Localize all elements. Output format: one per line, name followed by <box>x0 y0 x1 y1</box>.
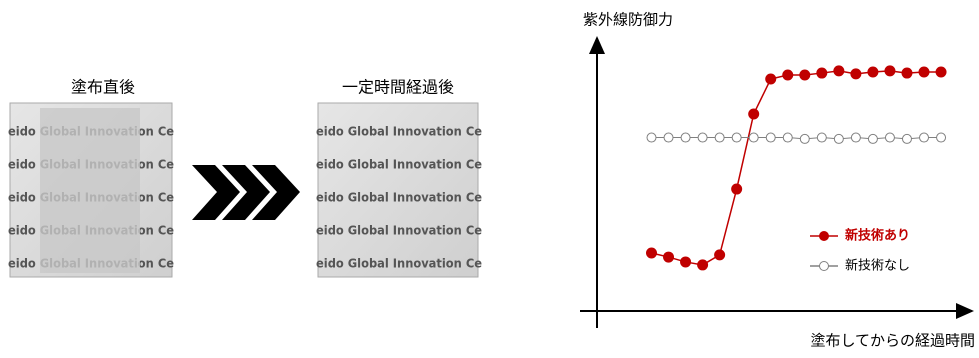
data-point <box>901 67 913 79</box>
data-point <box>833 133 844 144</box>
photo-text: eido Global Innovation Ce <box>316 191 482 205</box>
panel-label: 一定時間経過後 <box>342 78 454 97</box>
data-point <box>782 69 794 81</box>
legend-marker <box>819 231 829 241</box>
data-point <box>884 65 896 77</box>
data-point <box>765 132 776 143</box>
panel-label: 塗布直後 <box>71 78 135 97</box>
photo <box>317 102 479 278</box>
data-point <box>731 183 743 195</box>
data-point <box>850 68 862 80</box>
data-point <box>663 251 675 263</box>
data-point <box>765 73 777 85</box>
data-point <box>646 247 658 259</box>
data-point <box>714 132 725 143</box>
photo-text: eido Global Innovation Ce <box>316 224 482 238</box>
data-point <box>697 259 709 271</box>
data-point <box>884 132 895 143</box>
data-point <box>919 132 930 143</box>
data-point <box>867 133 878 144</box>
data-point <box>782 132 793 143</box>
data-point <box>850 132 861 143</box>
data-point <box>816 67 828 79</box>
legend-marker <box>819 261 829 271</box>
data-point <box>646 132 657 143</box>
data-point <box>680 132 691 143</box>
photo-text: eido Global Innovation Ce <box>316 257 482 271</box>
photo-text: eido Global Innovation Ce <box>316 158 482 172</box>
legend-label: 新技術なし <box>845 258 910 274</box>
data-point <box>936 132 947 143</box>
legend-label: 新技術あり <box>845 228 910 244</box>
data-point <box>901 133 912 144</box>
data-point <box>680 256 692 268</box>
y-axis-label: 紫外線防御力 <box>583 11 673 29</box>
chevrons <box>192 165 300 220</box>
data-point <box>833 65 845 77</box>
data-point <box>731 132 742 143</box>
data-point <box>799 133 810 144</box>
data-point <box>799 69 811 81</box>
x-axis-label: 塗布してからの経過時間 <box>810 332 975 350</box>
data-point <box>918 66 930 78</box>
data-point <box>867 66 879 78</box>
data-point <box>748 108 760 120</box>
photo-haze <box>40 108 140 273</box>
data-point <box>714 249 726 261</box>
data-point <box>663 132 674 143</box>
data-point <box>816 132 827 143</box>
photo-text: eido Global Innovation Ce <box>316 125 482 139</box>
data-point <box>697 132 708 143</box>
series-line <box>651 137 942 140</box>
data-point <box>935 66 947 78</box>
data-point <box>748 132 759 143</box>
